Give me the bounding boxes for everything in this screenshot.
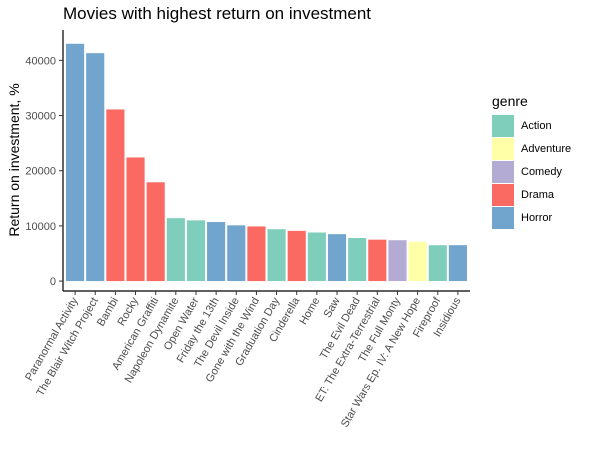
legend-key [492,138,514,160]
legend-key [492,184,514,206]
y-axis-label: Return on investment, % [6,83,22,236]
y-tick-label: 20000 [25,166,56,178]
legend-item: Adventure [492,138,571,160]
bar [126,157,145,282]
bar [146,182,165,282]
legend-key [492,161,514,183]
bar [307,232,326,282]
bar [186,220,206,282]
y-tick-label: 40000 [25,55,56,67]
bar [388,240,407,282]
bar [428,245,447,282]
legend-label: Horror [521,212,553,224]
y-tick-label: 10000 [25,221,56,233]
bar [207,222,226,282]
bar [166,218,185,282]
y-tick-label: 0 [50,276,56,288]
legend-label: Adventure [521,143,572,155]
legend-title: genre [492,93,528,109]
bar [327,234,347,282]
bar [267,229,286,282]
bar [247,226,266,282]
bar [408,241,427,282]
bar [66,43,85,282]
bar [348,238,367,282]
legend-item: Action [492,115,552,137]
legend-key [492,115,514,137]
bars-group [66,43,467,282]
axes-group [62,30,470,292]
legend-label: Action [521,120,552,132]
legend-item: Drama [492,184,554,206]
bar [448,245,467,282]
bar [368,239,387,282]
bar [287,230,306,282]
legend-item: Comedy [492,161,562,183]
chart-title: Movies with highest return on investment [63,4,372,23]
legend-key [492,207,514,229]
bar [86,53,105,282]
x-tick-label: Home [297,296,322,327]
legend-item: Horror [492,207,552,229]
legend-label: Drama [521,189,555,201]
legend-label: Comedy [521,166,562,178]
bar [106,109,125,282]
bar [227,225,246,282]
y-tick-label: 30000 [25,111,56,123]
